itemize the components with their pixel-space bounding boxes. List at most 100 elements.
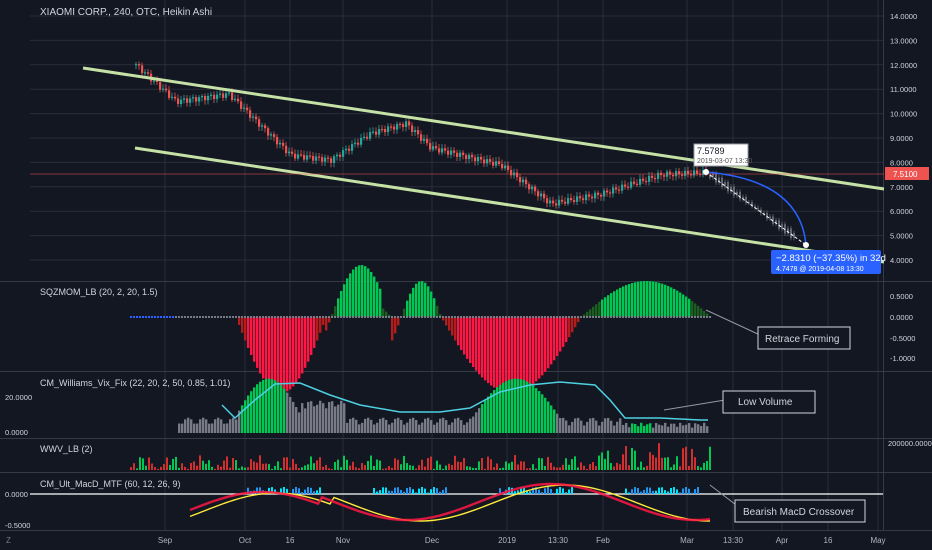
wwv-bar	[223, 460, 225, 470]
price-tick: 11.0000	[890, 85, 917, 94]
sqz-bar	[403, 308, 406, 317]
sqz-dot	[325, 316, 327, 318]
projection-arc[interactable]	[705, 171, 807, 246]
sqz-bar	[418, 281, 421, 317]
projection-start-handle[interactable]	[703, 169, 709, 175]
wwv-bar	[259, 455, 261, 470]
candle-body	[282, 142, 285, 146]
sqz-dot	[643, 316, 645, 318]
wwv-bar	[406, 463, 408, 470]
candle-body	[651, 175, 654, 179]
vix-bar	[247, 395, 250, 433]
time-tick: Nov	[336, 536, 350, 545]
macd-histogram-bar	[565, 492, 567, 494]
vix-bar	[361, 422, 364, 433]
vix-bar	[574, 418, 577, 433]
wwv-bar	[388, 465, 390, 470]
vix-bar	[484, 400, 487, 433]
candle-body	[624, 184, 627, 187]
wwv-bar	[361, 463, 363, 470]
wwv-bar	[193, 461, 195, 470]
macd-histogram-bar	[307, 487, 309, 494]
candle-body	[516, 172, 519, 178]
wwv-bar	[535, 468, 537, 470]
sqz-bar	[706, 313, 709, 317]
sqz-bar	[259, 317, 262, 374]
sqz-dot	[682, 316, 684, 318]
sqz-bar	[532, 317, 535, 384]
sqz-dot	[172, 316, 174, 318]
vix-bar	[652, 427, 655, 433]
macd-histogram-bar	[688, 488, 690, 494]
wwv-bar	[151, 463, 153, 470]
lowvol-callout[interactable]	[722, 390, 816, 414]
sqzmom-histogram	[130, 265, 712, 393]
wwv-bar	[697, 466, 699, 470]
sqz-bar	[481, 317, 484, 378]
projected-body	[727, 182, 729, 192]
sqz-dot	[163, 316, 165, 318]
wwv-bar	[136, 468, 138, 470]
candle-body	[387, 126, 390, 133]
bearish-callout[interactable]	[734, 499, 866, 523]
price-tick: 14.0000	[890, 12, 917, 21]
vix-bar	[607, 417, 610, 433]
time-axis[interactable]: Sep Oct 16 Nov Dec 2019 13:30 Feb Mar 13:30 Apr 16 M…	[158, 536, 886, 545]
wwv-bar	[217, 464, 219, 470]
wwv-bar	[394, 458, 396, 470]
candle-body	[207, 95, 210, 101]
candle-body	[645, 180, 648, 183]
candle-body	[198, 97, 201, 102]
z-icon[interactable]: Z	[6, 536, 11, 545]
wwv-bar	[529, 468, 531, 470]
vix-bar	[406, 422, 409, 433]
candle-body	[636, 183, 639, 185]
sqz-bar	[592, 306, 595, 317]
wwv-bar	[553, 466, 555, 470]
sqz-bar	[238, 317, 241, 325]
sqz-dot	[418, 316, 420, 318]
projected-body	[766, 212, 768, 219]
macd-histogram-bar	[523, 487, 525, 494]
vix-bar	[190, 419, 193, 433]
sqz-dot	[610, 316, 612, 318]
sqz-dot	[292, 316, 294, 318]
wwv-bar	[550, 462, 552, 470]
sqz-dot	[142, 316, 144, 318]
candle-body	[537, 191, 540, 197]
macd-histogram-bar	[412, 489, 414, 494]
sqz-dot	[469, 316, 471, 318]
macd-panel	[30, 482, 883, 522]
sqz-bar	[670, 287, 673, 317]
macd-histogram-bar	[271, 487, 273, 494]
candle-body	[687, 170, 690, 175]
candle-body	[234, 98, 237, 100]
sqz-dot	[169, 316, 171, 318]
macd-histogram-bar	[649, 487, 651, 494]
sqz-bar	[673, 288, 676, 317]
price-axis[interactable]: 14.0000 13.0000 12.0000 11.0000 10.0000 9.000…	[890, 12, 917, 265]
projection-end-handle[interactable]	[803, 242, 809, 248]
projection-line[interactable]	[705, 171, 807, 246]
sqz-bar	[526, 317, 529, 389]
sqz-dot	[199, 316, 201, 318]
sqz-bar	[394, 317, 397, 334]
channel-lower-line[interactable]	[134, 146, 885, 264]
macd-histogram-bar	[556, 488, 558, 494]
macd-histogram-bar	[421, 487, 423, 494]
retrace-callout[interactable]	[757, 326, 851, 350]
wwv-bar	[487, 456, 489, 470]
sqz-bar	[472, 317, 475, 368]
candle-body	[477, 156, 480, 162]
sqz-dot	[259, 316, 261, 318]
channel-upper-line[interactable]	[82, 66, 885, 191]
candle-body	[552, 200, 555, 204]
sqz-dot	[166, 316, 168, 318]
sqz-tick: 0.0000	[890, 313, 913, 322]
candle-body	[291, 151, 294, 154]
vix-bar	[289, 397, 292, 433]
wwv-bar	[484, 468, 486, 470]
sqz-bar	[517, 317, 520, 393]
wwv-bar	[460, 462, 462, 470]
